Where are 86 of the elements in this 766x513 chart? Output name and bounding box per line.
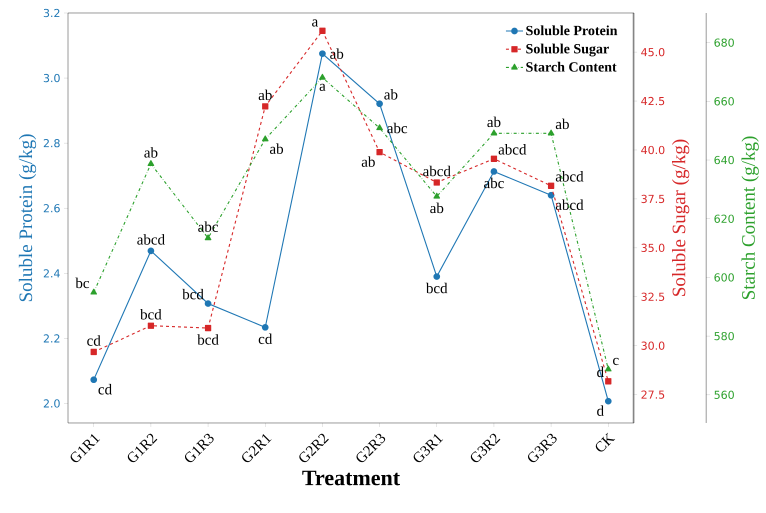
point bbox=[90, 288, 98, 295]
y3-axis-title: Starch Content (g/kg) bbox=[742, 136, 759, 300]
point bbox=[148, 322, 154, 329]
data-label: abcd bbox=[423, 166, 451, 176]
point bbox=[204, 324, 212, 332]
x-axis-title: Treatment bbox=[302, 470, 400, 486]
point bbox=[376, 100, 383, 108]
point bbox=[490, 168, 498, 175]
data-label: abcd bbox=[556, 199, 584, 210]
point bbox=[433, 192, 440, 199]
point bbox=[148, 248, 154, 254]
legend-label: Soluble Protein bbox=[526, 25, 618, 36]
point bbox=[204, 234, 212, 240]
point bbox=[604, 398, 612, 405]
data-label: cd bbox=[258, 334, 272, 344]
y-tick-label: 2.0 bbox=[44, 399, 60, 408]
point bbox=[90, 376, 98, 384]
y-tick-label: 2.8 bbox=[44, 139, 60, 148]
point bbox=[490, 156, 498, 162]
point bbox=[434, 179, 440, 186]
y-tick-label: 2.6 bbox=[44, 204, 60, 212]
data-label: cd bbox=[87, 335, 101, 346]
point bbox=[376, 148, 383, 156]
data-label: ab bbox=[258, 90, 272, 100]
y-tick-label: 2.2 bbox=[44, 334, 60, 342]
data-label: ab bbox=[556, 118, 569, 130]
y3-tick-label: 660 bbox=[714, 97, 734, 106]
point bbox=[490, 130, 498, 136]
data-label: abcd bbox=[498, 144, 526, 155]
data-label: d bbox=[597, 405, 604, 416]
point bbox=[319, 74, 326, 80]
data-label: c bbox=[613, 358, 619, 366]
point bbox=[605, 378, 612, 384]
data-label: abcd bbox=[556, 171, 584, 182]
data-label: bc bbox=[75, 278, 90, 288]
point bbox=[548, 130, 554, 136]
data-label: bcd bbox=[426, 282, 448, 294]
point bbox=[548, 192, 554, 199]
data-label: bcd bbox=[197, 334, 219, 345]
y2-tick-label: 32.5 bbox=[641, 292, 664, 301]
data-label: abc bbox=[198, 221, 218, 232]
point bbox=[204, 300, 212, 307]
y3-tick-label: 600 bbox=[714, 273, 734, 282]
data-label: cd bbox=[98, 384, 112, 394]
y2-tick-label: 42.5 bbox=[641, 96, 664, 106]
data-label: ab bbox=[487, 116, 500, 128]
y2-tick-label: 37.5 bbox=[641, 194, 664, 204]
data-label: ab bbox=[330, 48, 344, 59]
point bbox=[90, 348, 97, 356]
data-label: ab bbox=[430, 202, 444, 214]
point bbox=[548, 182, 554, 189]
data-label: abcd bbox=[137, 234, 165, 245]
x-tick-label: CK bbox=[596, 432, 616, 452]
y2-tick-label: 30.0 bbox=[641, 342, 664, 350]
data-label: ab bbox=[362, 156, 375, 167]
y-tick-label: 3.0 bbox=[44, 74, 60, 82]
y3-tick-label: 680 bbox=[714, 38, 734, 47]
point bbox=[148, 160, 154, 166]
point bbox=[262, 103, 268, 110]
point bbox=[376, 124, 383, 130]
data-label: bcd bbox=[140, 308, 162, 320]
legend-label: Soluble Sugar bbox=[526, 44, 609, 56]
point bbox=[433, 273, 440, 280]
point bbox=[262, 324, 269, 331]
data-label: ab bbox=[144, 147, 158, 158]
y2-tick-label: 45.0 bbox=[641, 48, 664, 56]
data-label: a bbox=[320, 84, 326, 91]
y3-tick-label: 580 bbox=[714, 332, 734, 340]
y3-tick-label: 620 bbox=[714, 214, 734, 223]
point bbox=[604, 366, 612, 372]
y-tick-label: 2.4 bbox=[44, 269, 60, 278]
point bbox=[262, 135, 269, 142]
y3-tick-label: 640 bbox=[714, 156, 734, 164]
point bbox=[319, 28, 326, 34]
y-axis-title: Soluble Protein (g/kg) bbox=[18, 134, 36, 302]
data-label: ab bbox=[270, 143, 284, 154]
y2-tick-label: 35.0 bbox=[641, 244, 664, 252]
y2-axis-title: Soluble Sugar (g/kg) bbox=[672, 140, 690, 296]
y3-tick-label: 560 bbox=[714, 390, 734, 399]
y-tick-label: 3.2 bbox=[44, 8, 60, 18]
data-label: a bbox=[312, 19, 318, 27]
point bbox=[319, 50, 326, 58]
y2-tick-label: 40.0 bbox=[641, 146, 664, 154]
legend-label: Starch Content bbox=[526, 62, 617, 72]
y2-tick-label: 27.5 bbox=[641, 390, 664, 399]
data-label: ab bbox=[384, 89, 398, 100]
